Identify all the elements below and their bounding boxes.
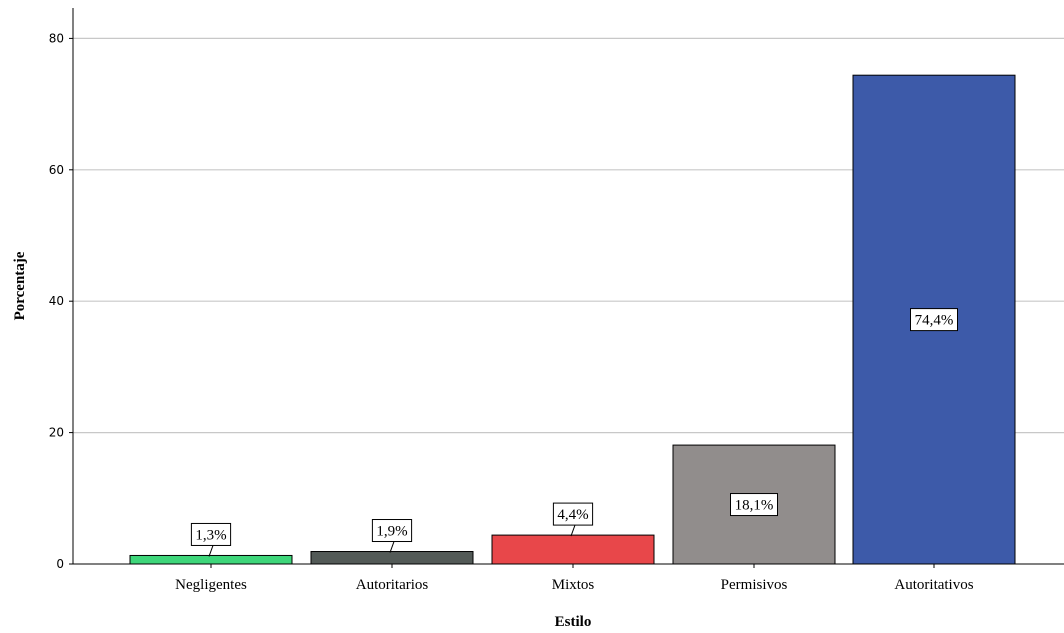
data-label: 4,4% [557,507,588,523]
y-tick-label: 80 [49,31,64,45]
x-axis-title: Estilo [555,614,592,630]
data-label-box [190,522,232,546]
data-label: 74,4% [915,313,954,329]
x-axis-ticks: Negligentes Autoritarios Mixtos Permisivos A… [175,564,974,593]
x-tick-label: Permisivos [721,577,788,593]
data-label: 1,3% [195,527,226,543]
data-label-leader [389,541,395,553]
data-labels: 1,3% 1,9% 4,4% 18,1% 74,4% [190,308,958,557]
x-tick-label: Negligentes [175,577,247,593]
data-label: 1,9% [376,524,407,540]
bar-negligentes [129,554,293,565]
bars [129,74,1016,565]
data-label-leader [208,545,214,557]
y-tick-label: 20 [49,426,64,440]
x-tick-label: Mixtos [552,577,595,593]
y-axis-title: Porcentaje [12,251,28,320]
data-label: 18,1% [735,498,774,514]
data-label-box [552,502,594,526]
x-tick-label: Autoritativos [894,577,973,593]
data-label-box [371,519,413,543]
bar-mixtos [491,534,655,565]
y-axis-ticks: 0 20 40 60 80 [49,31,73,571]
y-tick-label: 60 [49,163,64,177]
bar-autoritarios [310,551,474,565]
data-label-box [730,493,778,517]
data-label-leader [570,524,576,537]
data-label-box [910,308,958,332]
x-tick-label: Autoritarios [356,577,429,593]
y-tick-label: 0 [56,557,64,571]
y-tick-label: 40 [49,294,64,308]
